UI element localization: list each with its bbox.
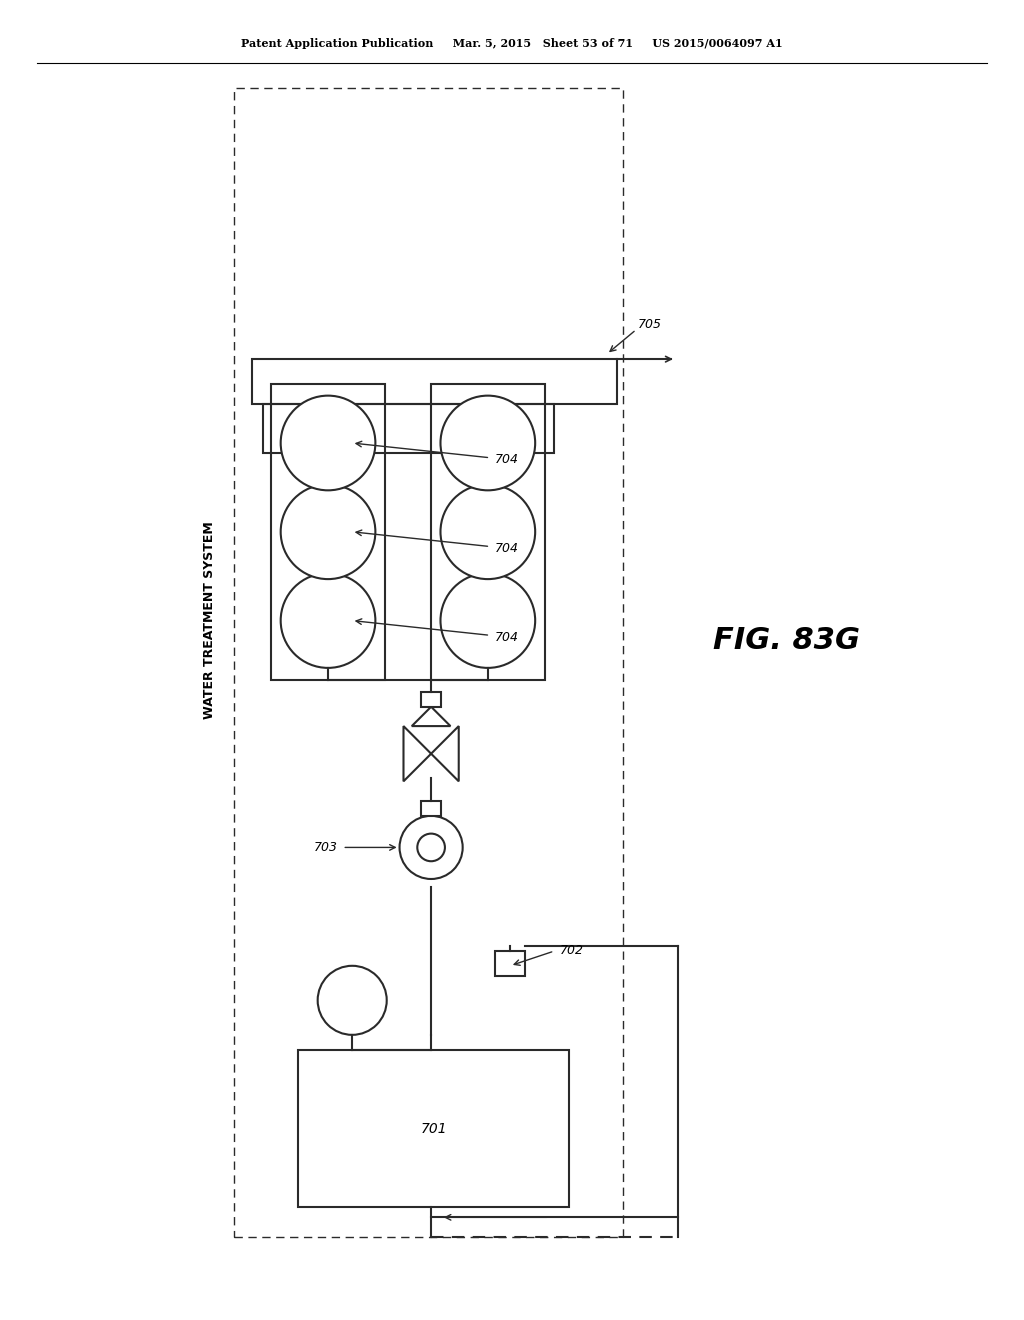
Bar <box>252 359 616 404</box>
Circle shape <box>418 834 444 861</box>
Bar <box>263 404 554 453</box>
Text: 701: 701 <box>420 1122 446 1135</box>
Bar <box>431 384 545 680</box>
Circle shape <box>281 396 376 490</box>
Bar <box>298 1049 569 1208</box>
Text: 705: 705 <box>638 318 663 331</box>
Polygon shape <box>412 706 451 726</box>
Bar <box>421 692 441 706</box>
Bar <box>271 384 385 680</box>
Circle shape <box>281 484 376 579</box>
Bar <box>496 950 525 975</box>
Text: Patent Application Publication     Mar. 5, 2015   Sheet 53 of 71     US 2015/006: Patent Application Publication Mar. 5, 2… <box>242 38 782 49</box>
Text: 704: 704 <box>496 453 519 466</box>
Bar <box>233 88 624 1237</box>
Polygon shape <box>431 726 459 781</box>
Circle shape <box>440 484 536 579</box>
Circle shape <box>317 966 387 1035</box>
Circle shape <box>440 573 536 668</box>
Text: 703: 703 <box>313 841 337 854</box>
Circle shape <box>399 816 463 879</box>
Circle shape <box>281 573 376 668</box>
Text: FIG. 83G: FIG. 83G <box>713 626 860 655</box>
Text: 704: 704 <box>496 543 519 554</box>
Bar <box>421 801 441 816</box>
Text: 704: 704 <box>496 631 519 644</box>
Text: WATER TREATMENT SYSTEM: WATER TREATMENT SYSTEM <box>203 521 216 719</box>
Polygon shape <box>403 726 431 781</box>
Circle shape <box>440 396 536 490</box>
Text: 702: 702 <box>559 945 584 957</box>
